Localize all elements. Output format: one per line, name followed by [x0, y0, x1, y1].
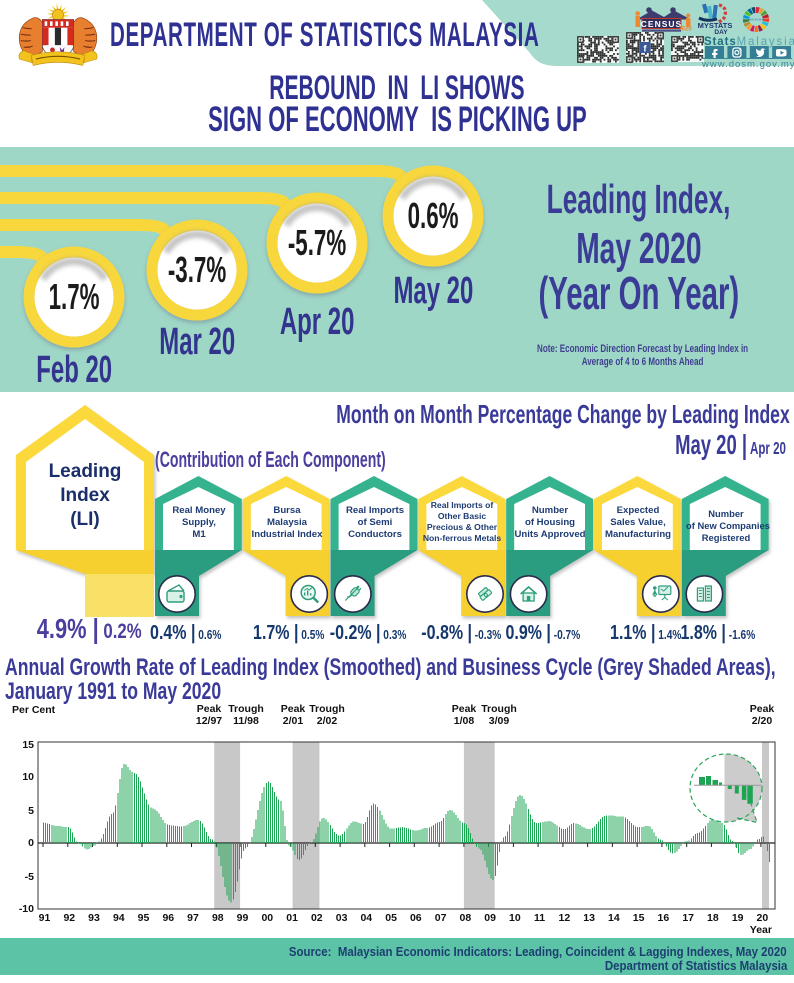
svg-text:10: 10: [22, 771, 34, 783]
svg-text:18: 18: [707, 912, 719, 924]
svg-text:f: f: [643, 43, 647, 54]
svg-text:15: 15: [633, 912, 645, 924]
svg-text:MYSTATS: MYSTATS: [698, 21, 733, 30]
svg-text:-10: -10: [19, 903, 34, 915]
svg-text:96: 96: [162, 912, 174, 924]
svg-text:09: 09: [484, 912, 496, 924]
svg-text:CENSUS: CENSUS: [641, 19, 682, 29]
svg-text:17: 17: [682, 912, 694, 924]
svg-text:20: 20: [757, 912, 769, 924]
svg-text:15: 15: [22, 739, 34, 751]
svg-text:93: 93: [88, 912, 100, 924]
svg-text:13: 13: [583, 912, 595, 924]
svg-text:05: 05: [385, 912, 397, 924]
svg-text:04: 04: [360, 912, 372, 924]
svg-text:12: 12: [559, 912, 571, 924]
svg-text:07: 07: [435, 912, 447, 924]
svg-text:Year: Year: [750, 924, 772, 936]
svg-text:08: 08: [460, 912, 472, 924]
svg-text:16: 16: [658, 912, 670, 924]
svg-text:91: 91: [39, 912, 51, 924]
svg-text:14: 14: [608, 912, 620, 924]
svg-text:98: 98: [212, 912, 224, 924]
svg-text:94: 94: [113, 912, 125, 924]
svg-text:-5: -5: [25, 871, 34, 883]
svg-text:03: 03: [336, 912, 348, 924]
svg-text:01: 01: [286, 912, 298, 924]
svg-text:06: 06: [410, 912, 422, 924]
svg-text:92: 92: [63, 912, 75, 924]
svg-text:99: 99: [237, 912, 249, 924]
svg-text:00: 00: [261, 912, 273, 924]
svg-text:95: 95: [138, 912, 150, 924]
svg-text:DAY: DAY: [714, 29, 728, 34]
svg-text:5: 5: [28, 805, 34, 817]
svg-text:0: 0: [28, 837, 34, 849]
svg-text:2020: 2020: [678, 27, 692, 33]
svg-text:MALAYSIA: MALAYSIA: [749, 18, 764, 22]
svg-text:10: 10: [509, 912, 521, 924]
svg-text:19: 19: [732, 912, 744, 924]
svg-text:02: 02: [311, 912, 323, 924]
svg-text:97: 97: [187, 912, 199, 924]
svg-text:11: 11: [534, 912, 545, 924]
